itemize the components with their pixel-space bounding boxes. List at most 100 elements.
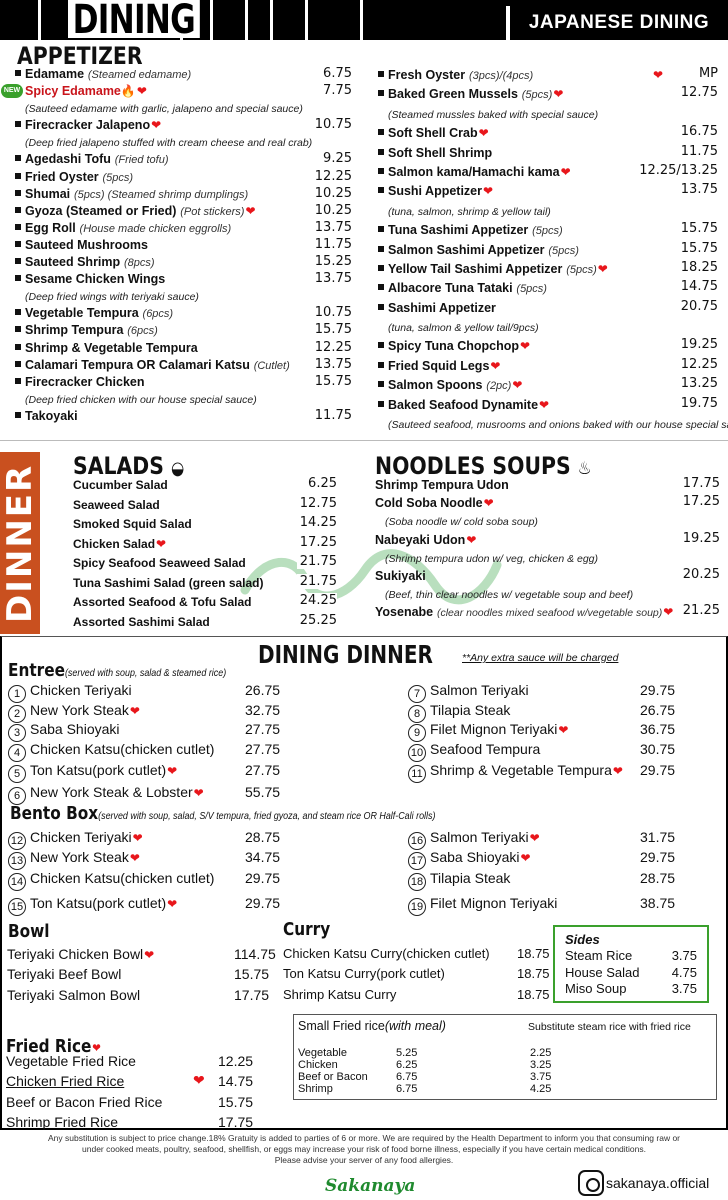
- item-price: 25.25: [296, 612, 337, 628]
- footer-disclaimer: Any substitution is subject to price cha…: [48, 1133, 680, 1165]
- menu-item: 11 Shrimp & Vegetable Tempura❤: [408, 762, 623, 783]
- item-name: Teriyaki Salmon Bowl: [7, 987, 141, 1003]
- bullet-icon: [15, 275, 21, 282]
- item-price: 29.75: [245, 870, 281, 886]
- item-price: 6.25: [305, 476, 337, 491]
- bullet-icon: [378, 167, 384, 174]
- item-price: 17.25: [296, 534, 337, 550]
- side-price: 3.75: [671, 948, 697, 963]
- header-dining-title: DINING: [68, 0, 200, 42]
- item-price: 14.75: [677, 279, 718, 295]
- item-price: 55.75: [245, 784, 281, 800]
- item-name: New York Steak: [30, 702, 129, 718]
- header-japanese-dining: JAPANESE DINING: [506, 6, 728, 40]
- heart-icon: ❤: [553, 87, 564, 102]
- menu-item: Salmon kama/Hamachi kama❤ 12.25/13.25: [378, 162, 718, 182]
- item-price: 21.75: [296, 554, 337, 569]
- item-number-badge: 9: [408, 724, 426, 742]
- bullet-icon: [15, 121, 21, 128]
- menu-item: 12 Chicken Teriyaki❤: [8, 829, 143, 850]
- item-name: Chicken Katsu Curry: [283, 946, 403, 961]
- menu-item: Firecracker Jalapeno❤ 10.75: [15, 117, 352, 134]
- item-price: 32.75: [245, 702, 281, 718]
- bowl-title: Bowl: [8, 921, 50, 942]
- heart-icon: ❤: [558, 723, 569, 737]
- item-number-badge: 12: [8, 832, 26, 850]
- item-name: Shrimp Tempura Udon: [375, 478, 509, 492]
- salads-title: SALADS ◒: [73, 452, 184, 480]
- item-price: 29.75: [640, 762, 676, 778]
- description-text: (tuna, salmon & yellow tail/9pcs): [388, 322, 539, 335]
- menu-item: Sesame Chicken Wings 13.75: [15, 271, 352, 288]
- item-name: Ton Katsu(pork cutlet): [30, 762, 167, 778]
- small-fried-rice-row: Vegetable 5.25 2.25: [298, 1047, 598, 1059]
- extra-sauce-note: **Any extra sauce will be charged: [462, 652, 619, 664]
- menu-item: Shrimp Tempura (6pcs) 15.75: [15, 322, 352, 339]
- heart-icon: ❤: [129, 704, 140, 718]
- item-price: 19.25: [677, 337, 718, 353]
- sakanaya-logo: Sakanaya: [325, 1176, 416, 1196]
- description-text: (Steamed mussles baked with special sauc…: [388, 108, 599, 121]
- heart-icon: ❤: [512, 378, 523, 393]
- description-text: (Soba noodle w/ cold soba soup): [385, 516, 538, 529]
- item-description: (Shrimp tempura udon w/ veg, chicken & e…: [375, 549, 720, 567]
- entree-title: Entree(served with soup, salad & steamed…: [8, 660, 227, 681]
- item-number-badge: 17: [408, 852, 426, 870]
- item-note: (3pcs)/(4pcs): [468, 70, 534, 82]
- menu-item: Assorted Sashimi Salad 25.25: [73, 612, 337, 633]
- heart-icon: ❤: [520, 339, 531, 354]
- item-name: Shrimp Tempura: [25, 323, 124, 338]
- item-price: 15.75: [218, 1094, 254, 1110]
- bullet-icon: [378, 303, 384, 310]
- dinner-band: DINNER: [0, 452, 40, 634]
- item-name: Gyoza (Steamed or Fried): [25, 203, 177, 218]
- menu-item: Seaweed Salad 12.75: [73, 495, 337, 516]
- item-price: 26.75: [245, 682, 281, 698]
- item-note: (clear noodles mixed seafood w/vegetable…: [436, 607, 663, 620]
- sides-box: Sides Steam Rice 3.75 House Salad 4.75 Miso …: [553, 925, 709, 1003]
- heart-icon: ❤: [245, 203, 256, 218]
- item-name: Shrimp Katsu Curry: [283, 987, 397, 1002]
- item-price: 29.75: [640, 849, 676, 865]
- item-name: Sesame Chicken Wings: [25, 272, 166, 287]
- side-item: House Salad 4.75: [565, 965, 697, 982]
- menu-item: Takoyaki 11.75: [15, 407, 352, 425]
- side-item: Miso Soup 3.75: [565, 981, 697, 998]
- bullet-icon: [378, 129, 384, 136]
- item-number-badge: 16: [408, 832, 426, 850]
- bullet-icon: [378, 400, 384, 407]
- item-note: (5pcs): [532, 225, 563, 238]
- item-price: 19.75: [677, 395, 718, 411]
- bullet-icon: [15, 309, 21, 316]
- menu-item: Teriyaki Beef Bowl: [7, 966, 121, 982]
- menu-item: Beef or Bacon Fried Rice: [6, 1094, 162, 1110]
- menu-item: Ton Katsu Curry(pork cutlet): [283, 966, 445, 981]
- menu-item: 16 Salmon Teriyaki❤: [408, 829, 540, 850]
- heart-icon: ❤: [490, 358, 501, 373]
- instagram-link[interactable]: sakanaya.official: [578, 1170, 709, 1196]
- heart-icon: ❤: [466, 532, 477, 547]
- item-name: Fresh Oyster: [388, 68, 466, 82]
- menu-item: Agedashi Tofu (Fried tofu) 9.25: [15, 151, 352, 168]
- rice-price: 5.25: [396, 1047, 418, 1059]
- item-price: 15.75: [311, 373, 352, 389]
- item-name: Chicken Katsu(chicken cutlet): [30, 870, 215, 886]
- menu-item: 15 Ton Katsu(pork cutlet)❤: [8, 895, 177, 916]
- item-price: 38.75: [640, 895, 676, 911]
- menu-item: Spicy Seafood Seaweed Salad 21.75: [73, 554, 337, 574]
- item-number-badge: 5: [8, 765, 26, 783]
- menu-item: 4 Chicken Katsu(chicken cutlet): [8, 741, 214, 762]
- item-price: 10.75: [311, 305, 352, 321]
- item-name: Smoked Squid Salad: [73, 517, 192, 531]
- menu-item: 2 New York Steak❤: [8, 702, 140, 723]
- menu-item: Yosenabe (clear noodles mixed seafood w/…: [375, 603, 720, 621]
- rice-sub-price: 3.75: [530, 1071, 552, 1083]
- item-name: Salmon kama/Hamachi kama: [388, 164, 560, 179]
- item-name: Fried Squid Legs: [388, 358, 490, 373]
- item-name: Shrimp & Vegetable Tempura: [430, 762, 612, 778]
- side-price: 3.75: [671, 981, 697, 996]
- noodles-list: Shrimp Tempura Udon 17.75 Cold Soba Noodle…: [375, 476, 720, 622]
- item-price: 13.75: [677, 182, 718, 198]
- menu-item: 13 New York Steak❤: [8, 849, 140, 870]
- item-price: 15.75: [234, 966, 270, 982]
